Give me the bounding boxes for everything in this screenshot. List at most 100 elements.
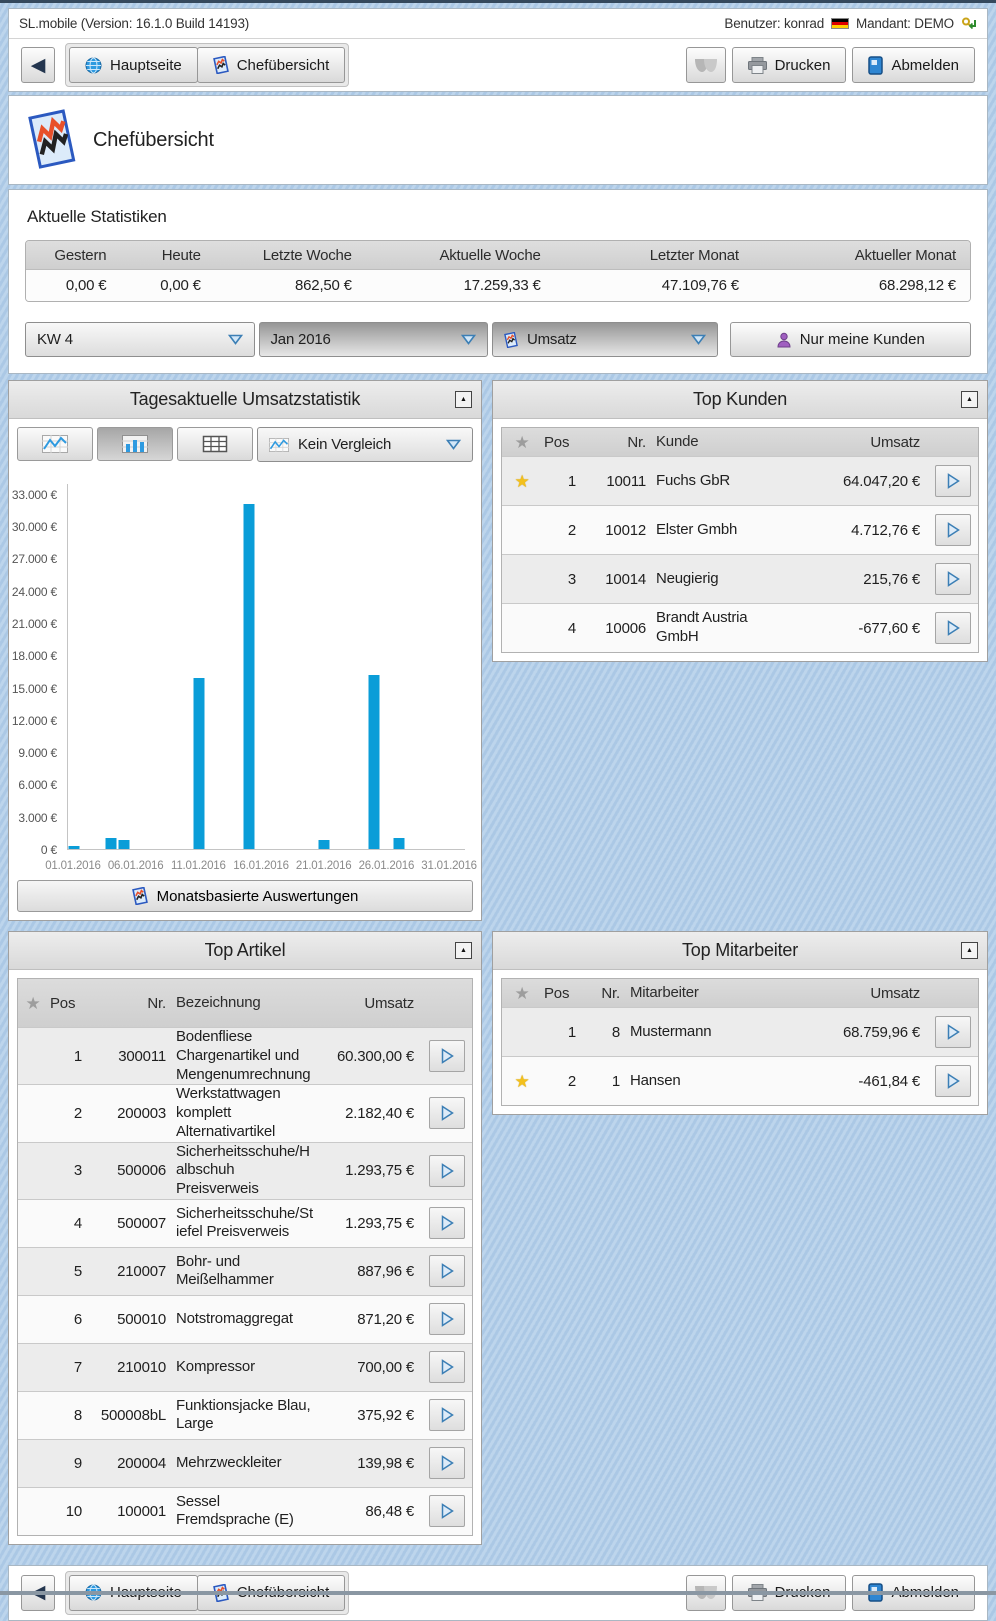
open-row-button[interactable]	[429, 1351, 465, 1384]
open-row-button[interactable]	[429, 1207, 465, 1240]
compare-dropdown[interactable]: Kein Vergleich	[257, 427, 473, 462]
collapse-panel-button[interactable]: ▲	[455, 942, 472, 959]
printer-icon	[747, 1584, 767, 1602]
cell-nr: 8	[611, 1023, 620, 1041]
top-kunden-row[interactable]: ★ 1 10011 Fuchs GbR 64.047,20 €	[502, 456, 978, 505]
version-row: SL.mobile (Version: 16.1.0 Build 14193) …	[9, 9, 987, 39]
table-view-button[interactable]	[177, 427, 253, 461]
logout-button[interactable]: Abmelden	[852, 1574, 975, 1611]
open-row-button[interactable]	[935, 1065, 971, 1097]
cell-pos: 4	[567, 619, 576, 637]
open-row-button[interactable]	[429, 1399, 465, 1432]
open-row-button[interactable]	[935, 1016, 971, 1048]
impersonate-button[interactable]	[685, 47, 726, 83]
chefuebersicht-page-icon	[28, 109, 76, 169]
logout-label: Abmelden	[891, 56, 959, 74]
open-row-button[interactable]	[429, 1303, 465, 1336]
cell-actions	[422, 1255, 472, 1288]
top-artikel-title: Top Artikel	[204, 940, 286, 960]
top-kunden-row[interactable]: 2 10012 Elster Gmbh 4.712,76 €	[502, 505, 978, 554]
cell-actions	[422, 1351, 472, 1384]
cell-umsatz: 2.182,40 €	[345, 1104, 414, 1122]
week-dropdown[interactable]: KW 4	[25, 322, 255, 357]
stats-column-value: 0,00 €	[65, 277, 107, 294]
logout-button[interactable]: Abmelden	[852, 47, 975, 83]
open-row-button[interactable]	[429, 1255, 465, 1288]
nav-button-group: Hauptseite Chefübersicht	[65, 43, 350, 87]
daily-revenue-bar-chart: 0 € 3.000 € 6.000 € 9.000 € 12.000 € 15.000 €…	[11, 474, 477, 872]
open-row-button[interactable]	[429, 1097, 465, 1130]
collapse-panel-button[interactable]: ▲	[455, 391, 472, 408]
impersonate-button[interactable]	[685, 1574, 726, 1611]
chart-toolbar: Kein Vergleich	[9, 419, 481, 470]
collapse-panel-button[interactable]: ▲	[961, 942, 978, 959]
only-my-customers-button[interactable]: Nur meine Kunden	[729, 322, 971, 357]
chefuebersicht-button[interactable]: Chefübersicht	[196, 47, 346, 83]
app-version-text: SL.mobile (Version: 16.1.0 Build 14193)	[19, 16, 250, 31]
print-button[interactable]: Drucken	[731, 47, 847, 83]
metric-dropdown[interactable]: Umsatz	[492, 322, 718, 357]
cell-pos: 1	[567, 472, 576, 490]
cell-name: Sicherheitsschuhe/Halbschuh Preisverweis	[176, 1142, 310, 1198]
top-artikel-row[interactable]: 4 500007 Sicherheitsschuhe/Stiefel Preisve…	[18, 1198, 472, 1247]
top-kunden-table: ★ Pos Nr. Kunde Umsatz ★ 1 10011 Fuchs GbR 64.047…	[501, 427, 979, 653]
cell-nr: 10006	[605, 619, 646, 637]
chart-panel-title: Tagesaktuelle Umsatzstatistik	[129, 389, 361, 409]
chefuebersicht-button[interactable]: Chefübersicht	[196, 1574, 346, 1611]
line-chart-view-button[interactable]	[17, 427, 93, 461]
column-header-pos: Pos	[544, 433, 570, 451]
top-kunden-row[interactable]: 4 10006 Brandt Austria GmbH -677,60 €	[502, 603, 978, 652]
top-kunden-row[interactable]: 3 10014 Neugierig 215,76 €	[502, 554, 978, 603]
metric-dropdown-value: Umsatz	[527, 331, 577, 348]
open-row-button[interactable]	[429, 1495, 465, 1528]
cell-umsatz: 86,48 €	[365, 1502, 414, 1520]
chefuebersicht-page: SL.mobile (Version: 16.1.0 Build 14193) …	[0, 3, 996, 1621]
cell-actions	[928, 514, 978, 546]
hauptseite-button[interactable]: Hauptseite	[69, 47, 198, 83]
chart-doc-icon	[504, 331, 518, 348]
top-artikel-row[interactable]: 2 200003 Werkstattwagen komplett Alternati…	[18, 1084, 472, 1142]
collapse-panel-button[interactable]: ▲	[961, 391, 978, 408]
open-row-button[interactable]	[429, 1447, 465, 1480]
back-button[interactable]: ◀	[21, 47, 55, 83]
top-mitarbeiter-row[interactable]: 1 8 Mustermann 68.759,96 €	[502, 1007, 978, 1056]
cell-name: Brandt Austria GmbH	[656, 609, 748, 645]
cell-nr: 300011	[118, 1047, 166, 1065]
cell-actions	[928, 1016, 978, 1048]
open-row-button[interactable]	[935, 612, 971, 644]
top-artikel-row[interactable]: 5 210007 Bohr- und Meißelhammer 887,96 €	[18, 1246, 472, 1295]
stats-column-value: 862,50 €	[295, 277, 352, 294]
month-dropdown[interactable]: Jan 2016	[258, 322, 488, 357]
bar	[105, 838, 117, 849]
top-mitarbeiter-row[interactable]: ★ 2 1 Hansen -461,84 €	[502, 1056, 978, 1105]
stats-column-value: 68.298,12 €	[878, 277, 956, 294]
chevron-down-icon	[690, 334, 706, 345]
print-button[interactable]: Drucken	[731, 1574, 847, 1611]
play-icon	[441, 1311, 454, 1328]
open-row-button[interactable]	[935, 465, 971, 497]
top-artikel-row[interactable]: 10 100001 Sessel Fremdsprache (E) 86,48 €	[18, 1486, 472, 1535]
top-kunden-title: Top Kunden	[692, 389, 788, 409]
top-artikel-row[interactable]: 3 500006 Sicherheitsschuhe/Halbschuh Preis…	[18, 1141, 472, 1199]
open-row-button[interactable]	[935, 563, 971, 595]
chart-y-axis: 0 € 3.000 € 6.000 € 9.000 € 12.000 € 15.000 €…	[11, 484, 61, 857]
page-title-bar: Chefübersicht	[8, 95, 988, 185]
top-artikel-row[interactable]: 1 300011 Bodenfliese Chargenartikel und Me…	[18, 1027, 472, 1085]
monthly-reports-button[interactable]: Monatsbasierte Auswertungen	[17, 880, 473, 912]
cell-name: Sessel Fremdsprache (E)	[176, 1492, 294, 1529]
y-axis-tick-label: 27.000 €	[11, 552, 57, 567]
open-row-button[interactable]	[935, 514, 971, 546]
stats-column-label: Heute	[161, 246, 201, 264]
back-button[interactable]: ◀	[21, 1574, 55, 1611]
open-row-button[interactable]	[429, 1040, 465, 1073]
cell-name: Neugierig	[656, 569, 719, 587]
hauptseite-button[interactable]: Hauptseite	[69, 1574, 198, 1611]
open-row-button[interactable]	[429, 1154, 465, 1187]
bar-chart-view-button[interactable]	[97, 427, 173, 461]
top-artikel-row[interactable]: 6 500010 Notstromaggregat 871,20 €	[18, 1294, 472, 1343]
hauptseite-label: Hauptseite	[110, 56, 182, 74]
top-artikel-row[interactable]: 7 210010 Kompressor 700,00 €	[18, 1342, 472, 1391]
top-artikel-row[interactable]: 9 200004 Mehrzweckleiter 139,98 €	[18, 1438, 472, 1487]
top-artikel-row[interactable]: 8 500008bL Funktionsjacke Blau, Large 375,9…	[18, 1390, 472, 1439]
x-axis-tick-label: 06.01.2016	[107, 860, 164, 872]
